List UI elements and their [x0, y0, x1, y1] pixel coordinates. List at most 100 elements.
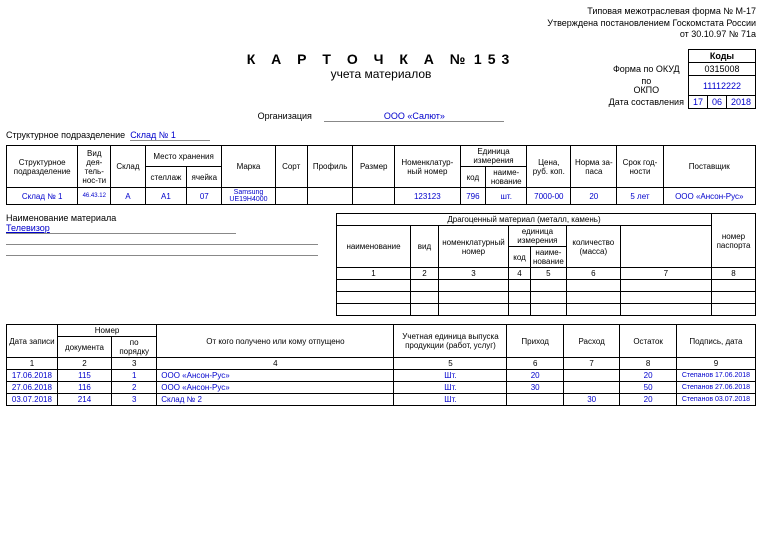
- struct-line: Структурное подразделение Склад № 1: [6, 130, 756, 141]
- t1-h-c10b: наиме-нование: [486, 167, 527, 188]
- t1-h-c13: Срок год-ности: [617, 146, 663, 188]
- t1-h-c2: Вид дея-тель-нос-ти: [78, 146, 111, 188]
- t1-h-c4a: стеллаж: [145, 167, 186, 188]
- header-line2: Утверждена постановлением Госкомстата Ро…: [6, 18, 756, 30]
- t2-h-c4b: наиме-нование: [531, 247, 567, 268]
- t1-r-c10b: шт.: [486, 188, 527, 205]
- t2-n7: 7: [620, 268, 711, 280]
- t2-n4: 4: [509, 268, 531, 280]
- cell: 30: [563, 394, 619, 406]
- t2-n3: 3: [439, 268, 509, 280]
- t3-n6: 6: [507, 358, 563, 370]
- t1-h-c3: Склад: [111, 146, 146, 188]
- t2-h-c4: единица измерения: [509, 226, 567, 247]
- t1-r-c6: [275, 188, 307, 205]
- t1-r-c7: [307, 188, 353, 205]
- cell: Степанов 03.07.2018: [676, 394, 755, 406]
- t3-n4: 4: [157, 358, 394, 370]
- t2-n1: 1: [337, 268, 411, 280]
- mat-label: Наименование материала: [6, 213, 116, 223]
- table-row: 27.06.20181162ООО «Ансон-Рус»Шт.3050Степ…: [7, 382, 756, 394]
- cell: Шт.: [394, 382, 507, 394]
- org-label: Организация: [258, 111, 312, 121]
- t1-r-c5: Samsung UE19H4000: [222, 188, 275, 205]
- cell: 17.06.2018: [7, 370, 58, 382]
- t3-h-c2b: по порядку: [112, 337, 157, 358]
- cell: Шт.: [394, 370, 507, 382]
- t2-n6: 6: [566, 268, 620, 280]
- t3-h-c1: Дата записи: [7, 325, 58, 358]
- t2-n2: 2: [411, 268, 439, 280]
- okud-value: 0315008: [688, 63, 755, 76]
- cell: ООО «Ансон-Рус»: [157, 382, 394, 394]
- t3-h-c7: Остаток: [620, 325, 676, 358]
- t2-h-c4a: код: [509, 247, 531, 268]
- form-header: Типовая межотраслевая форма № М-17 Утвер…: [6, 6, 756, 41]
- t3-h-c2a: документа: [57, 337, 111, 358]
- t1-r-c14: ООО «Ансон-Рус»: [663, 188, 755, 205]
- cell: 20: [620, 394, 676, 406]
- t2-n8: 8: [712, 268, 756, 280]
- struct-label: Структурное подразделение: [6, 130, 125, 140]
- cell: [563, 382, 619, 394]
- cell: [507, 394, 563, 406]
- mat-value: Телевизор: [6, 223, 236, 234]
- table-row: 03.07.20182143Склад № 2Шт.3020Степанов 0…: [7, 394, 756, 406]
- date-label: Дата составления: [605, 96, 689, 109]
- date-day: 17: [688, 96, 707, 109]
- t3-h-c2: Номер: [57, 325, 156, 337]
- cell: 3: [112, 394, 157, 406]
- t3-h-c3: От кого получено или кому отпущено: [157, 325, 394, 358]
- t1-r-c10a: 796: [460, 188, 485, 205]
- date-month: 06: [707, 96, 726, 109]
- t1-h-c12: Норма за-паса: [571, 146, 617, 188]
- header-line3: от 30.10.97 № 71а: [6, 29, 756, 41]
- org-line: Организация ООО «Салют»: [6, 111, 756, 122]
- t1-h-c4b: ячейка: [187, 167, 222, 188]
- cell: Степанов 27.06.2018: [676, 382, 755, 394]
- org-value: ООО «Салют»: [324, 111, 504, 122]
- t1-r-c4b: 07: [187, 188, 222, 205]
- t3-n5: 5: [394, 358, 507, 370]
- t2-h-c6: номер паспорта: [712, 214, 756, 268]
- cell: 27.06.2018: [7, 382, 58, 394]
- cell: 116: [57, 382, 111, 394]
- title-word: К А Р Т О Ч К А №: [247, 51, 472, 67]
- t3-h-c6: Расход: [563, 325, 619, 358]
- t1-h-c5: Марка: [222, 146, 275, 188]
- t3-h-c4: Учетная единица выпуска продукции (работ…: [394, 325, 507, 358]
- t1-h-c1: Структурное подразделение: [7, 146, 78, 188]
- t2-h-c3: номенклатурный номер: [439, 226, 509, 268]
- cell: [563, 370, 619, 382]
- codes-table: Коды Форма по ОКУД 0315008 по ОКПО 11112…: [605, 49, 756, 109]
- t3-h-c8: Подпись, дата: [676, 325, 755, 358]
- cell: 20: [620, 370, 676, 382]
- cell: 1: [112, 370, 157, 382]
- cell: ООО «Ансон-Рус»: [157, 370, 394, 382]
- t2-n5: 5: [531, 268, 567, 280]
- codes-heading: Коды: [688, 50, 755, 63]
- t1-h-c8: Размер: [353, 146, 395, 188]
- t3-n7: 7: [563, 358, 619, 370]
- t1-h-c9: Номенклатур-ный номер: [395, 146, 461, 188]
- movements-table: Дата записи Номер От кого получено или к…: [6, 324, 756, 406]
- t3-h-c5: Приход: [507, 325, 563, 358]
- struct-value: Склад № 1: [130, 130, 210, 141]
- cell: 115: [57, 370, 111, 382]
- t1-h-c14: Поставщик: [663, 146, 755, 188]
- material-row: Драгоценный материал (металл, камень) но…: [6, 213, 756, 316]
- t1-r-c3: А: [111, 188, 146, 205]
- t1-h-c10a: код: [460, 167, 485, 188]
- t3-n8: 8: [620, 358, 676, 370]
- t1-r-c9: 123123: [395, 188, 461, 205]
- title-number: 153: [474, 51, 515, 67]
- t1-r-c4a: А1: [145, 188, 186, 205]
- t2-h-c5: количество (масса): [566, 226, 620, 268]
- t2-h-c2: вид: [411, 226, 439, 268]
- t1-r-c2: 46.43.12: [78, 188, 111, 205]
- okud-label: Форма по ОКУД: [605, 63, 689, 76]
- t3-n3: 3: [112, 358, 157, 370]
- t1-r-c1: Склад № 1: [7, 188, 78, 205]
- t3-n2: 2: [57, 358, 111, 370]
- t3-n9: 9: [676, 358, 755, 370]
